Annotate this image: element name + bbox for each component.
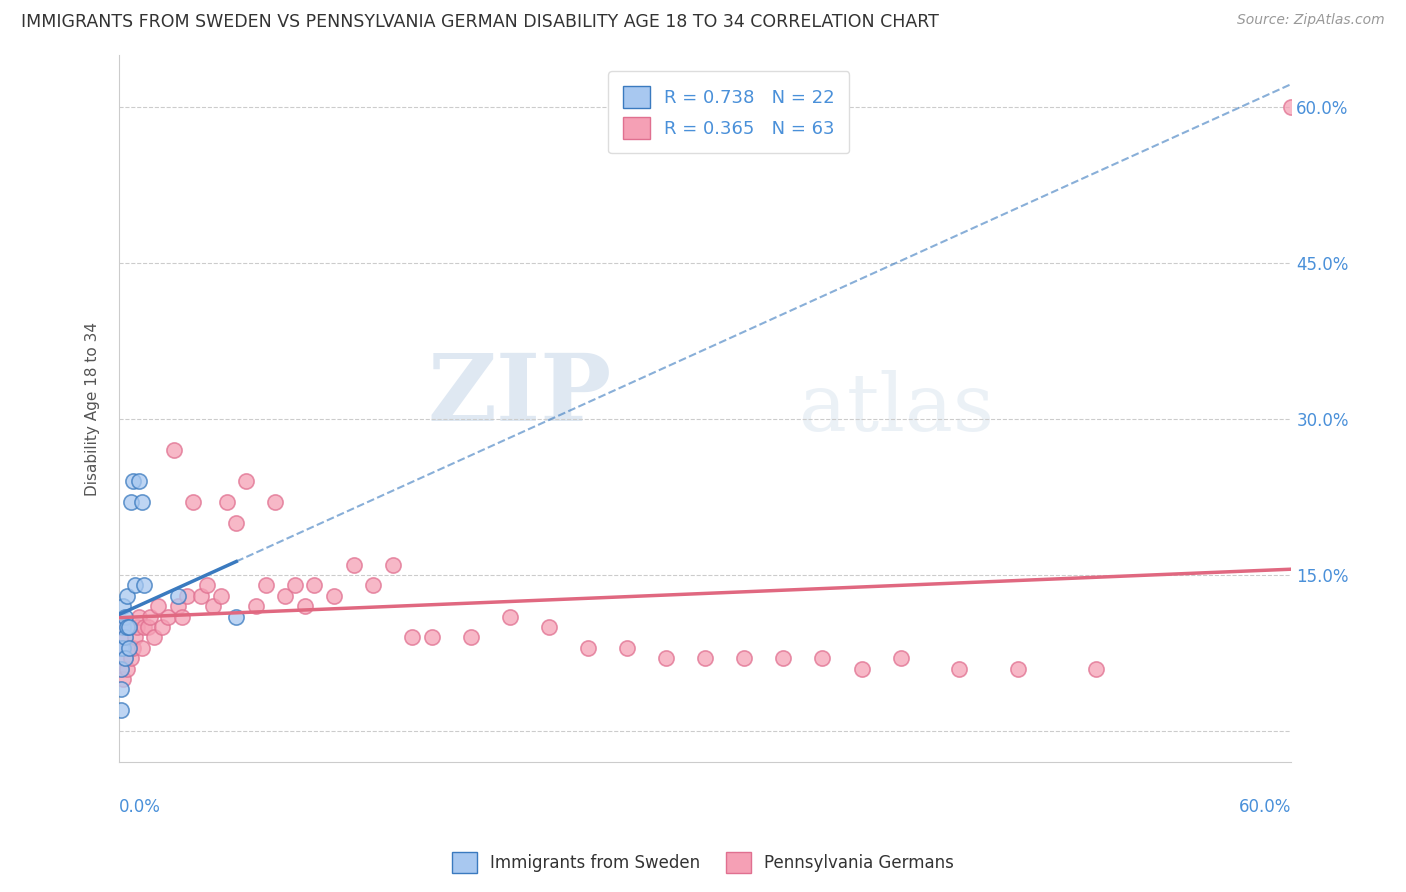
Point [190, 589, 212, 603]
Point [166, 599, 188, 614]
Point [170, 609, 193, 624]
Point [110, 682, 132, 697]
Point [166, 589, 188, 603]
Point [111, 640, 134, 655]
Point [304, 578, 326, 592]
Point [115, 589, 138, 603]
Point [163, 443, 186, 458]
Point [225, 609, 247, 624]
Point [733, 651, 755, 665]
Point [131, 495, 153, 509]
Point [401, 631, 423, 645]
Point [264, 495, 287, 509]
Point [342, 558, 364, 572]
Point [499, 609, 522, 624]
Point [114, 631, 136, 645]
Point [235, 475, 257, 489]
Y-axis label: Disability Age 18 to 34: Disability Age 18 to 34 [86, 322, 100, 496]
Point [131, 640, 153, 655]
Text: 60.0%: 60.0% [1239, 797, 1292, 815]
Point [110, 703, 132, 717]
Point [460, 631, 482, 645]
Point [120, 495, 142, 509]
Point [150, 620, 173, 634]
Point [156, 609, 179, 624]
Point [114, 651, 136, 665]
Point [143, 631, 166, 645]
Point [209, 589, 232, 603]
Point [115, 662, 138, 676]
Point [215, 495, 238, 509]
Point [114, 631, 136, 645]
Point [114, 609, 136, 624]
Point [139, 609, 162, 624]
Point [118, 640, 141, 655]
Point [134, 578, 156, 592]
Text: Source: ZipAtlas.com: Source: ZipAtlas.com [1237, 13, 1385, 28]
Point [245, 599, 267, 614]
Point [111, 620, 134, 634]
Point [616, 640, 638, 655]
Point [121, 640, 143, 655]
Point [134, 620, 156, 634]
Point [695, 651, 717, 665]
Text: 0.0%: 0.0% [120, 797, 160, 815]
Point [361, 578, 384, 592]
Point [110, 640, 132, 655]
Point [111, 640, 134, 655]
Point [125, 620, 148, 634]
Point [576, 640, 599, 655]
Point [146, 599, 169, 614]
Point [176, 589, 198, 603]
Point [225, 516, 247, 530]
Point [890, 651, 912, 665]
Point [124, 578, 146, 592]
Point [110, 620, 132, 634]
Point [254, 578, 277, 592]
Point [772, 651, 794, 665]
Point [111, 599, 134, 614]
Point [128, 609, 150, 624]
Point [294, 599, 316, 614]
Point [284, 578, 307, 592]
Point [110, 662, 132, 676]
Point [851, 662, 873, 676]
Point [1085, 662, 1108, 676]
Point [114, 651, 136, 665]
Point [201, 599, 224, 614]
Text: atlas: atlas [799, 369, 994, 448]
Point [537, 620, 560, 634]
Point [948, 662, 970, 676]
Point [128, 475, 150, 489]
Text: ZIP: ZIP [427, 350, 612, 440]
Text: IMMIGRANTS FROM SWEDEN VS PENNSYLVANIA GERMAN DISABILITY AGE 18 TO 34 CORRELATIO: IMMIGRANTS FROM SWEDEN VS PENNSYLVANIA G… [21, 13, 939, 31]
Point [811, 651, 834, 665]
Point [381, 558, 404, 572]
Point [121, 475, 143, 489]
Point [420, 631, 443, 645]
Point [181, 495, 204, 509]
Point [195, 578, 218, 592]
Point [1281, 100, 1303, 114]
Point [124, 631, 146, 645]
Point [274, 589, 297, 603]
Point [118, 640, 141, 655]
Point [110, 640, 132, 655]
Point [115, 620, 138, 634]
Point [655, 651, 678, 665]
Legend: R = 0.738   N = 22, R = 0.365   N = 63: R = 0.738 N = 22, R = 0.365 N = 63 [609, 71, 849, 153]
Legend: Immigrants from Sweden, Pennsylvania Germans: Immigrants from Sweden, Pennsylvania Ger… [446, 846, 960, 880]
Point [323, 589, 346, 603]
Point [1007, 662, 1029, 676]
Point [111, 672, 134, 686]
Point [138, 620, 160, 634]
Point [120, 651, 142, 665]
Point [118, 620, 141, 634]
Point [110, 662, 132, 676]
